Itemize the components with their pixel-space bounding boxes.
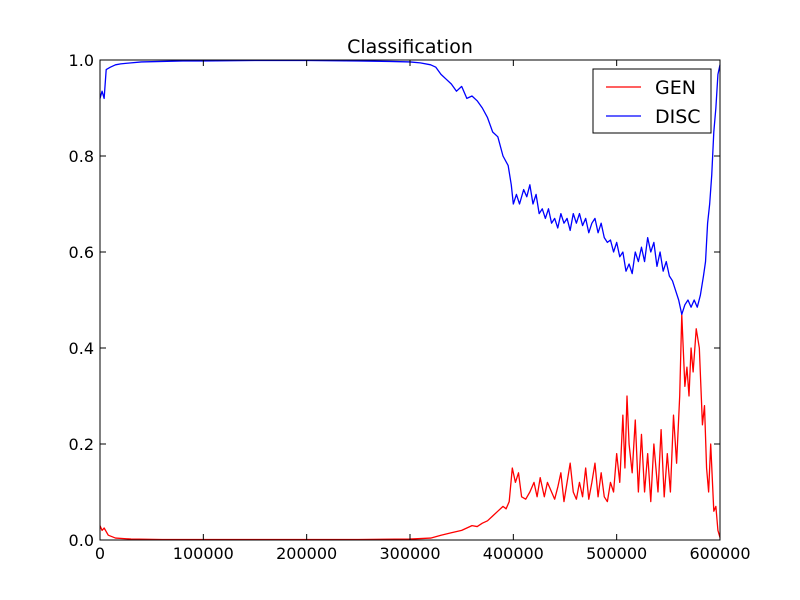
y-tick-label: 0.2 bbox=[69, 435, 94, 454]
series-layer bbox=[99, 59, 721, 541]
legend: GEN DISC bbox=[592, 68, 712, 134]
y-tick-label: 1.0 bbox=[69, 51, 94, 70]
x-tick-label: 200000 bbox=[276, 544, 337, 563]
legend-label-disc: DISC bbox=[655, 106, 701, 128]
y-tick-label: 0.4 bbox=[69, 339, 94, 358]
series-line-disc bbox=[99, 59, 721, 316]
y-tick-label: 0.8 bbox=[69, 147, 94, 166]
x-tick-label: 400000 bbox=[483, 544, 544, 563]
legend-box bbox=[592, 68, 712, 134]
legend-label-gen: GEN bbox=[655, 77, 696, 99]
x-tick-label: 0 bbox=[95, 544, 105, 563]
x-tick-label: 100000 bbox=[173, 544, 234, 563]
x-tick-label: 500000 bbox=[586, 544, 647, 563]
x-tick-label: 300000 bbox=[379, 544, 440, 563]
y-tick-label: 0.6 bbox=[69, 243, 94, 262]
y-tick-label: 0.0 bbox=[69, 531, 94, 550]
series-line-gen bbox=[99, 313, 721, 541]
chart-title: Classification bbox=[347, 36, 473, 58]
axis-ticks: 0 100000 200000 300000 400000 500000 600000 0.0… bbox=[69, 51, 751, 563]
x-tick-label: 600000 bbox=[689, 544, 750, 563]
